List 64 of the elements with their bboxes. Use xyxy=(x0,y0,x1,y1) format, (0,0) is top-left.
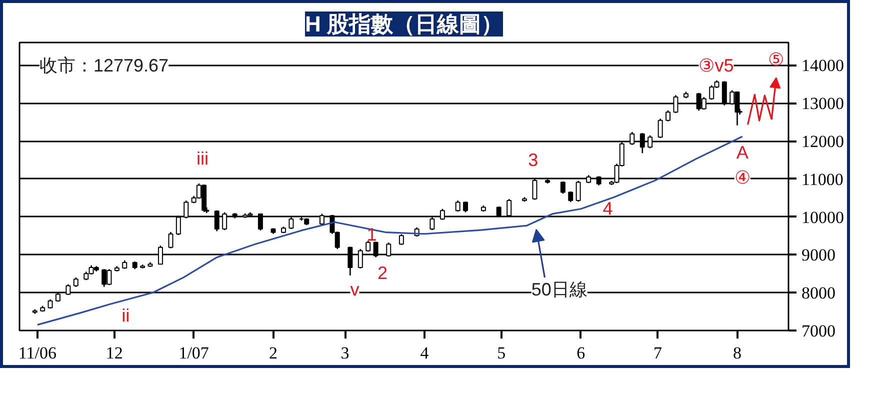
annotation: ⑤ xyxy=(768,49,784,70)
x-tick-label: 11/06 xyxy=(18,344,56,362)
annotation: 2 xyxy=(377,263,388,284)
x-tick-label: 12 xyxy=(106,344,123,362)
candlestick xyxy=(348,246,353,276)
candlestick xyxy=(673,94,678,114)
x-tick-label: 5 xyxy=(497,344,506,362)
candlestick xyxy=(630,131,635,146)
annotation: ④ xyxy=(734,168,750,188)
y-tick-label: 13000 xyxy=(802,94,844,114)
annotation: ③v5 xyxy=(698,56,734,76)
x-tick-label: 8 xyxy=(732,344,742,362)
candlestick xyxy=(666,110,671,122)
candlestick xyxy=(463,201,468,213)
candlestick xyxy=(366,240,371,252)
candlestick xyxy=(373,241,378,258)
candlestick xyxy=(214,210,220,232)
annotation: 4 xyxy=(602,198,613,219)
candlestick xyxy=(184,200,189,219)
y-tick-label: 14000 xyxy=(802,56,844,76)
annotation: A xyxy=(736,142,748,163)
candlestick xyxy=(722,80,727,106)
x-tick-label: 3 xyxy=(340,344,350,362)
candlestick xyxy=(258,212,263,232)
y-tick-label: 11000 xyxy=(802,170,844,189)
candlestick xyxy=(168,231,174,249)
candlestick xyxy=(648,134,653,149)
x-tick-label: 6 xyxy=(576,344,586,362)
candlestick xyxy=(532,178,538,200)
annotation: iii xyxy=(196,148,209,169)
annotation: 3 xyxy=(528,150,538,170)
chart-title: H 股指數（日線圖） xyxy=(305,12,503,36)
candlestick xyxy=(658,118,663,139)
candlestick xyxy=(455,200,460,212)
y-tick-label: 8000 xyxy=(802,284,836,303)
candlestick xyxy=(640,132,645,154)
y-tick-label: 7000 xyxy=(802,322,836,340)
candlestick xyxy=(430,216,435,231)
candlestick xyxy=(398,234,404,246)
annotation: v xyxy=(350,280,360,300)
annotation: 收市：12779.67 xyxy=(39,56,169,76)
y-tick-label: 12000 xyxy=(802,132,844,152)
candlestick xyxy=(176,215,181,236)
annotation: 50日線 xyxy=(531,280,588,300)
x-tick-label: 7 xyxy=(654,344,663,362)
x-tick-label: 2 xyxy=(269,344,278,362)
candlestick xyxy=(158,244,163,266)
candlestick xyxy=(576,180,581,202)
candlestick xyxy=(358,248,363,270)
candlestick xyxy=(288,216,294,230)
y-tick-label: 9000 xyxy=(802,246,836,265)
candlestick xyxy=(440,208,445,220)
candlestick xyxy=(496,206,502,218)
candlestick xyxy=(506,198,512,218)
x-tick-label: 1/07 xyxy=(178,344,210,362)
candlestick xyxy=(568,190,574,203)
x-tick-label: 4 xyxy=(420,344,430,362)
y-tick-label: 10000 xyxy=(802,208,844,227)
candlestick xyxy=(73,276,78,288)
candlestick xyxy=(222,212,228,231)
candlestick xyxy=(386,242,392,258)
candlestick xyxy=(560,180,566,194)
annotation: 1 xyxy=(366,224,377,245)
annotation: ii xyxy=(122,306,130,326)
